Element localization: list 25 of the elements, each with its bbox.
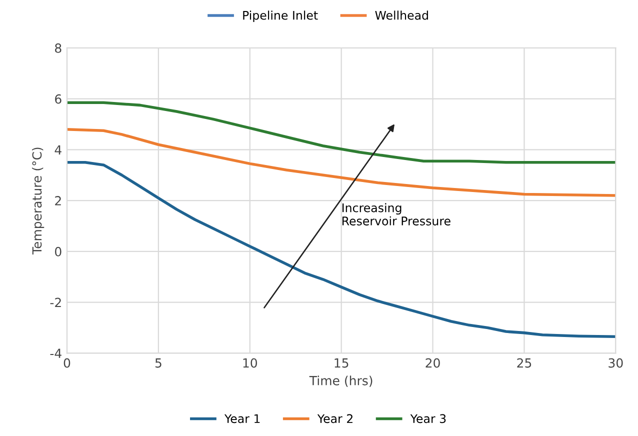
y-tick-label: 8	[55, 43, 62, 53]
legend-label: Year 3	[410, 414, 446, 424]
y-tick-label: -4	[50, 348, 62, 358]
annotation: Increasing Reservoir Pressure	[342, 203, 450, 226]
x-tick-label: 20	[426, 358, 440, 368]
y-tick-label: 2	[55, 196, 61, 206]
y-tick-label: 0	[55, 246, 62, 256]
line-series	[66, 128, 616, 197]
y-tick-label: -2	[50, 298, 61, 308]
x-tick-label: 10	[243, 358, 258, 368]
legend-label: Wellhead	[375, 10, 428, 20]
x-tick-label: 5	[155, 358, 162, 368]
x-axis-title: Time (hrs)	[309, 376, 372, 387]
line-series	[66, 101, 616, 164]
y-tick-label: 4	[54, 145, 62, 154]
x-tick-label: 25	[517, 358, 532, 368]
line-series	[66, 161, 616, 338]
x-tick-label: 0	[64, 358, 70, 368]
legend-label: Pipeline Inlet	[243, 10, 318, 22]
legend-label: Year 1	[224, 414, 260, 424]
x-tick-label: 15	[334, 358, 348, 368]
x-tick-label: 30	[608, 358, 623, 368]
legend-label: Year 2	[317, 414, 352, 424]
y-tick-label: 6	[55, 94, 62, 104]
y-axis-title: Temperature (°C)	[32, 148, 44, 255]
